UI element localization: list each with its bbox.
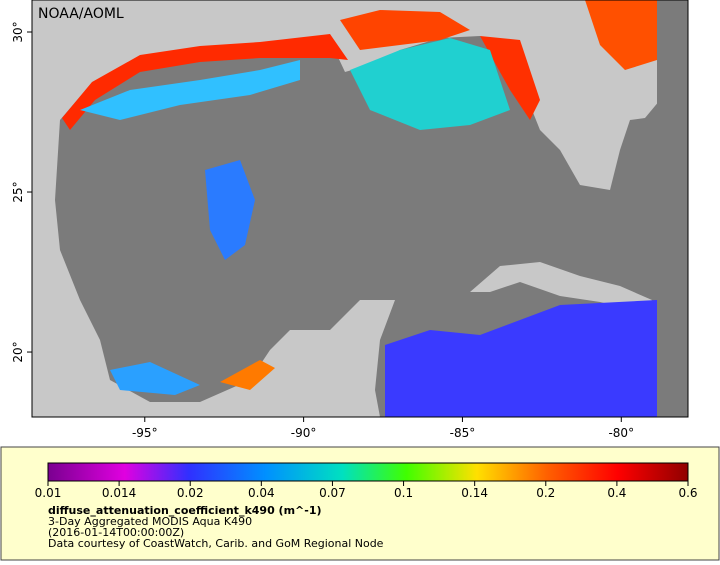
colorbar-label: 0.6 — [678, 486, 697, 500]
credit: NOAA/AOML — [38, 6, 124, 22]
no-data-area — [657, 0, 688, 417]
x-tick-label: -85° — [450, 426, 476, 440]
shelf-waters — [80, 60, 300, 120]
colorbar-label: 0.04 — [248, 486, 275, 500]
colorbar-label: 0.4 — [607, 486, 626, 500]
y-tick-label: 25° — [11, 181, 25, 202]
cuba — [470, 262, 652, 312]
turbid-coast — [340, 10, 470, 50]
shelf-waters — [350, 38, 510, 130]
map-frame — [31, 0, 689, 418]
colorbar-label: 0.14 — [461, 486, 488, 500]
turbid-coast — [480, 36, 540, 120]
caribbean-waters — [385, 300, 657, 417]
offshore-patch — [110, 362, 200, 395]
variable-name: diffuse_attenuation_coefficient_k490 (m^… — [48, 504, 322, 517]
colorbar-label: 0.1 — [394, 486, 413, 500]
turbid-coast — [585, 0, 657, 70]
x-tick-label: -95° — [132, 426, 158, 440]
colorbar-label: 0.01 — [35, 486, 62, 500]
y-tick-label: 20° — [11, 341, 25, 362]
colorbar — [47, 462, 689, 482]
colorbar-label: 0.014 — [102, 486, 136, 500]
source: Data courtesy of CoastWatch, Carib. and … — [48, 537, 384, 550]
turbid-coast — [62, 34, 348, 130]
x-tick-label: -80° — [608, 426, 634, 440]
colorbar-label: 0.02 — [177, 486, 204, 500]
map-area — [32, 0, 688, 417]
colorbar-label: 0.07 — [319, 486, 346, 500]
offshore-patch — [205, 160, 255, 260]
colorbar-label: 0.2 — [536, 486, 555, 500]
x-tick-label: -90° — [291, 426, 317, 440]
offshore-patch — [220, 360, 275, 390]
time: (2016-01-14T00:00:00Z) — [48, 526, 184, 539]
description: 3-Day Aggregated MODIS Aqua K490 — [48, 515, 252, 528]
y-tick-label: 30° — [11, 21, 25, 42]
